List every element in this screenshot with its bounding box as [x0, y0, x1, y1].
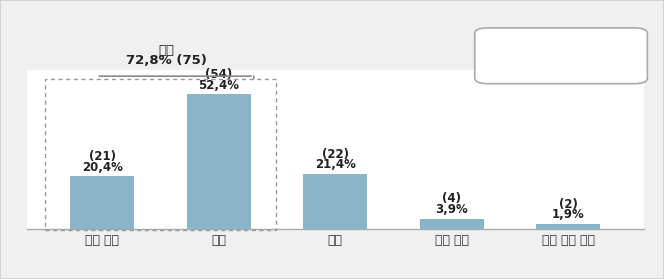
Text: (22): (22) [322, 148, 349, 160]
Text: (2): (2) [559, 198, 578, 211]
Bar [537, 224, 600, 229]
Text: 평균 : 77.1점: 평균 : 77.1점 [527, 49, 595, 62]
Text: (21): (21) [89, 150, 116, 163]
Text: (4): (4) [442, 193, 461, 205]
Text: 3,9%: 3,9% [436, 203, 468, 216]
Bar [187, 94, 251, 229]
Bar [420, 219, 484, 229]
Bar [303, 174, 367, 229]
Text: 좋음: 좋음 [159, 44, 175, 57]
Text: 1,9%: 1,9% [552, 208, 585, 221]
Text: (54): (54) [205, 68, 232, 81]
Text: 52,4%: 52,4% [199, 79, 239, 92]
Bar [70, 176, 134, 229]
Text: 21,4%: 21,4% [315, 158, 356, 171]
Text: 20,4%: 20,4% [82, 161, 123, 174]
Text: 72,8% (75): 72,8% (75) [126, 54, 207, 67]
